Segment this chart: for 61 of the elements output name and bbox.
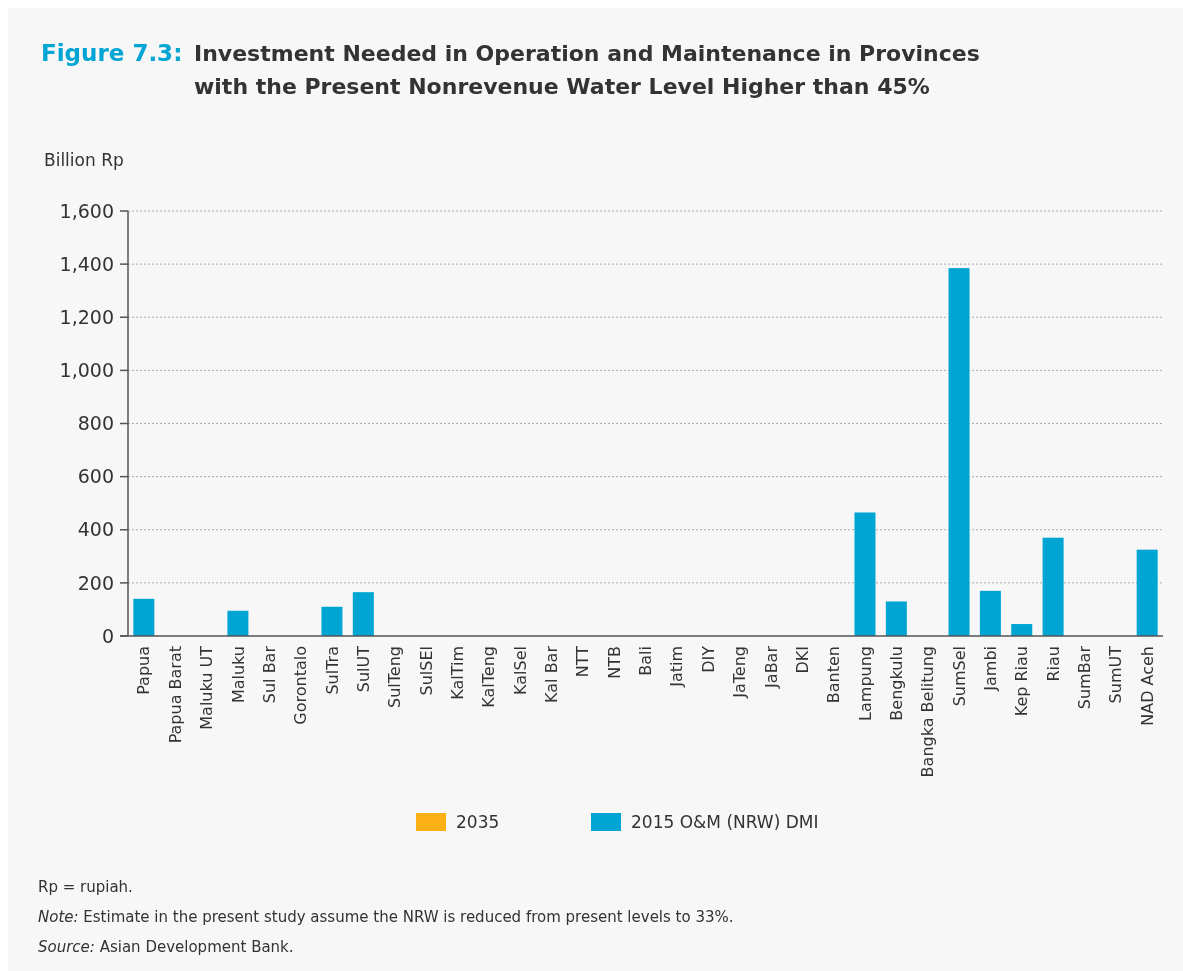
x-tick-label: KalTim: [447, 646, 467, 700]
x-tick-label: Kal Bar: [542, 645, 562, 703]
x-tick-label: Bengkulu: [886, 646, 906, 721]
y-tick-label: 1,200: [59, 305, 114, 328]
x-tick-label: KalTeng: [479, 646, 499, 708]
x-tick-label: DIY: [698, 645, 718, 673]
x-tick-label: DKI: [792, 646, 812, 674]
bar: [321, 606, 343, 636]
x-tick-label: Lampung: [855, 646, 875, 721]
x-tick-label: Papua: [134, 646, 154, 695]
legend-label: 2035: [456, 811, 500, 832]
x-tick-label: Riau: [1043, 646, 1063, 682]
x-tick-label: Papua Barat: [165, 646, 185, 744]
x-tick-label: Banten: [824, 646, 844, 704]
bar: [1042, 537, 1064, 636]
x-tick-label: SulSEl: [416, 646, 436, 696]
bar: [885, 601, 907, 636]
x-tick-label: KalSel: [510, 646, 530, 695]
x-tick-label: Bali: [636, 646, 656, 676]
y-axis-title: Billion Rp: [44, 150, 124, 170]
chart-title: Figure 7.3:: [41, 40, 183, 66]
x-tick-label: SumSel: [949, 646, 969, 707]
x-tick-label: JaBar: [761, 645, 781, 689]
bar: [1136, 549, 1158, 636]
x-tick-label: Maluku UT: [197, 645, 217, 730]
y-tick-label: 400: [77, 518, 114, 541]
source-note: Source: Asian Development Bank.: [38, 938, 294, 956]
x-tick-label: SulTeng: [385, 646, 405, 708]
bar: [979, 590, 1001, 636]
x-tick-label: Sul Bar: [259, 645, 279, 704]
x-tick-label: Kep Riau: [1012, 646, 1032, 717]
y-tick-label: 1,400: [59, 252, 114, 275]
x-tick-label: Gorontalo: [291, 646, 311, 725]
text: Rp = rupiah.: [38, 878, 133, 896]
x-tick-label: SulTra: [322, 646, 342, 695]
y-tick-label: 1,600: [59, 199, 114, 222]
bar: [352, 592, 374, 636]
x-tick-label: Maluku: [228, 646, 248, 704]
x-tick-label: SumBar: [1075, 645, 1095, 710]
x-tick-label: SumUT: [1106, 645, 1126, 704]
y-tick-label: 0: [101, 624, 114, 647]
bar: [948, 268, 970, 636]
bar: [227, 610, 249, 636]
bar: [133, 598, 155, 636]
x-tick-label: NTT: [573, 645, 593, 678]
x-tick-label: JaTeng: [730, 646, 750, 699]
y-tick-label: 1,000: [59, 359, 114, 382]
bar: [854, 512, 876, 636]
y-tick-label: 800: [77, 412, 114, 435]
x-tick-label: Jambi: [981, 646, 1000, 692]
x-tick-label: SulUT: [353, 645, 373, 693]
y-tick-label: 600: [77, 465, 114, 488]
legend-label: 2015 O&M (NRW) DMI: [631, 811, 819, 832]
x-tick-label: NAD Aceh: [1137, 646, 1157, 726]
chart-subtitle: Investment Needed in Operation and Maintenance in Provinces with the Present Nonrevenue Water Level Higher than 45%: [194, 41, 980, 99]
bar: [1011, 624, 1033, 636]
x-tick-label: Bangka Belitung: [918, 646, 938, 778]
y-tick-label: 200: [77, 571, 114, 594]
x-tick-label: Jatim: [667, 646, 687, 688]
x-tick-label: NTB: [604, 646, 624, 679]
text: Note: Estimate in the present study assume the NRW is reduced from present levels to 33%.: [38, 908, 734, 926]
